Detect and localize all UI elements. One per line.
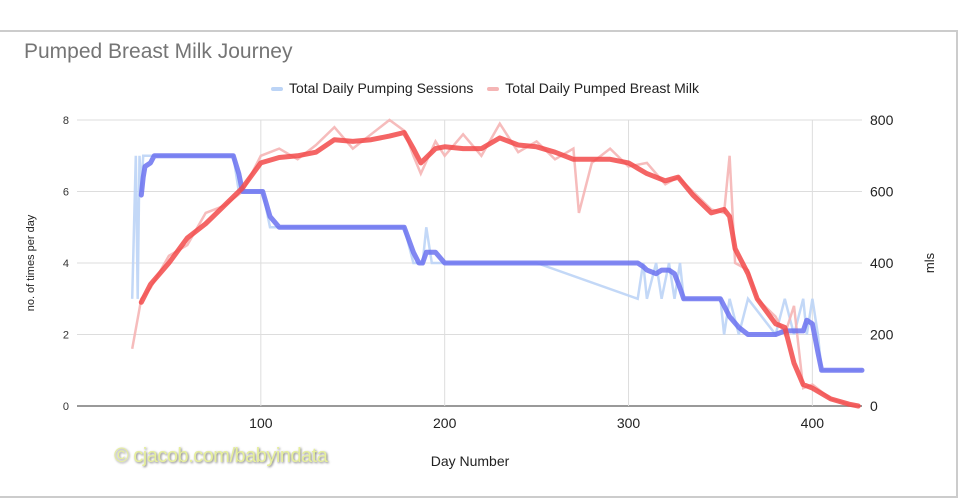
x-tick: 100 (249, 415, 273, 431)
y-tick-right: 0 (870, 398, 878, 414)
x-tick: 200 (433, 415, 457, 431)
y-tick-left: 6 (63, 187, 69, 199)
y-tick-left: 0 (63, 401, 69, 413)
series-smoothed-line-1 (138, 130, 861, 409)
y-tick-left: 2 (63, 330, 69, 342)
x-tick: 400 (801, 415, 825, 431)
watermark: © cjacob.com/babyindata (114, 445, 328, 467)
legend-label-sessions: Total Daily Pumping Sessions (288, 80, 474, 96)
y-tick-right: 600 (870, 184, 894, 200)
chart-card (0, 30, 958, 498)
y-tick-left: 8 (63, 115, 69, 127)
legend-label-milk: Total Daily Pumped Breast Milk (505, 80, 700, 96)
y-axis-label-right: mls (922, 252, 937, 273)
legend-swatch-milk (487, 87, 500, 92)
y-tick-right: 400 (870, 255, 894, 271)
y-axis-label-left: no. of times per day (25, 214, 37, 311)
legend-swatch-sessions (270, 87, 283, 92)
y-tick-left: 4 (63, 258, 69, 270)
x-axis-label: Day Number (431, 453, 510, 469)
y-tick-right: 200 (870, 327, 894, 343)
y-tick-right: 800 (870, 112, 894, 128)
x-tick: 300 (617, 415, 641, 431)
legend: Total Daily Pumping Sessions Total Daily… (0, 80, 960, 96)
chart-title: Pumped Breast Milk Journey (24, 40, 293, 63)
